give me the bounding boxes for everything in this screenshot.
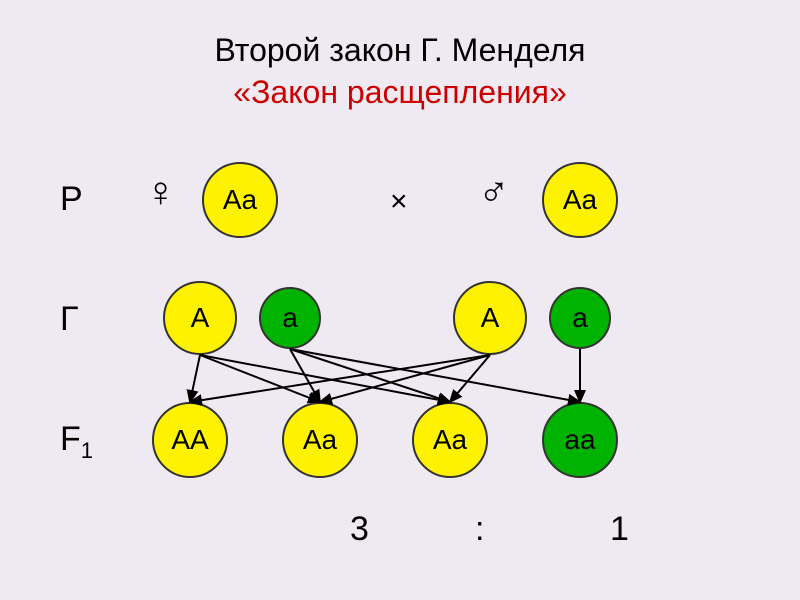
- offspring: aa: [542, 402, 618, 478]
- label-F1-sub: 1: [81, 438, 93, 463]
- offspring: Aa: [282, 402, 358, 478]
- female-symbol: ♀: [145, 168, 177, 216]
- offspring-genotype: AA: [171, 424, 208, 456]
- page-title: Второй закон Г. Менделя «Закон расщеплен…: [0, 0, 800, 113]
- offspring: AA: [152, 402, 228, 478]
- ratio-recessive: 1: [610, 510, 629, 549]
- label-G: Г: [60, 300, 78, 339]
- parent-female: Aa: [202, 162, 278, 238]
- gamete: a: [259, 287, 321, 349]
- male-symbol: ♂: [478, 168, 510, 216]
- gamete: A: [453, 281, 527, 355]
- title-line1: Второй закон Г. Менделя: [214, 32, 585, 68]
- offspring: Aa: [412, 402, 488, 478]
- gamete: a: [549, 287, 611, 349]
- parent-female-genotype: Aa: [223, 184, 257, 216]
- offspring-genotype: Aa: [303, 424, 337, 456]
- gamete: A: [163, 281, 237, 355]
- parent-male-genotype: Aa: [563, 184, 597, 216]
- ratio-dominant: 3: [350, 510, 369, 549]
- gamete-allele: A: [481, 302, 500, 334]
- parent-male: Aa: [542, 162, 618, 238]
- gamete-allele: A: [191, 302, 210, 334]
- label-P: P: [60, 180, 83, 219]
- cross-symbol: ×: [390, 185, 408, 219]
- title-line2: «Закон расщепления»: [233, 74, 566, 110]
- gamete-allele: a: [282, 302, 298, 334]
- ratio-sep: :: [475, 510, 484, 549]
- offspring-genotype: aa: [564, 424, 595, 456]
- offspring-genotype: Aa: [433, 424, 467, 456]
- label-F1-letter: F: [60, 420, 81, 458]
- label-F1: F1: [60, 420, 93, 464]
- gamete-allele: a: [572, 302, 588, 334]
